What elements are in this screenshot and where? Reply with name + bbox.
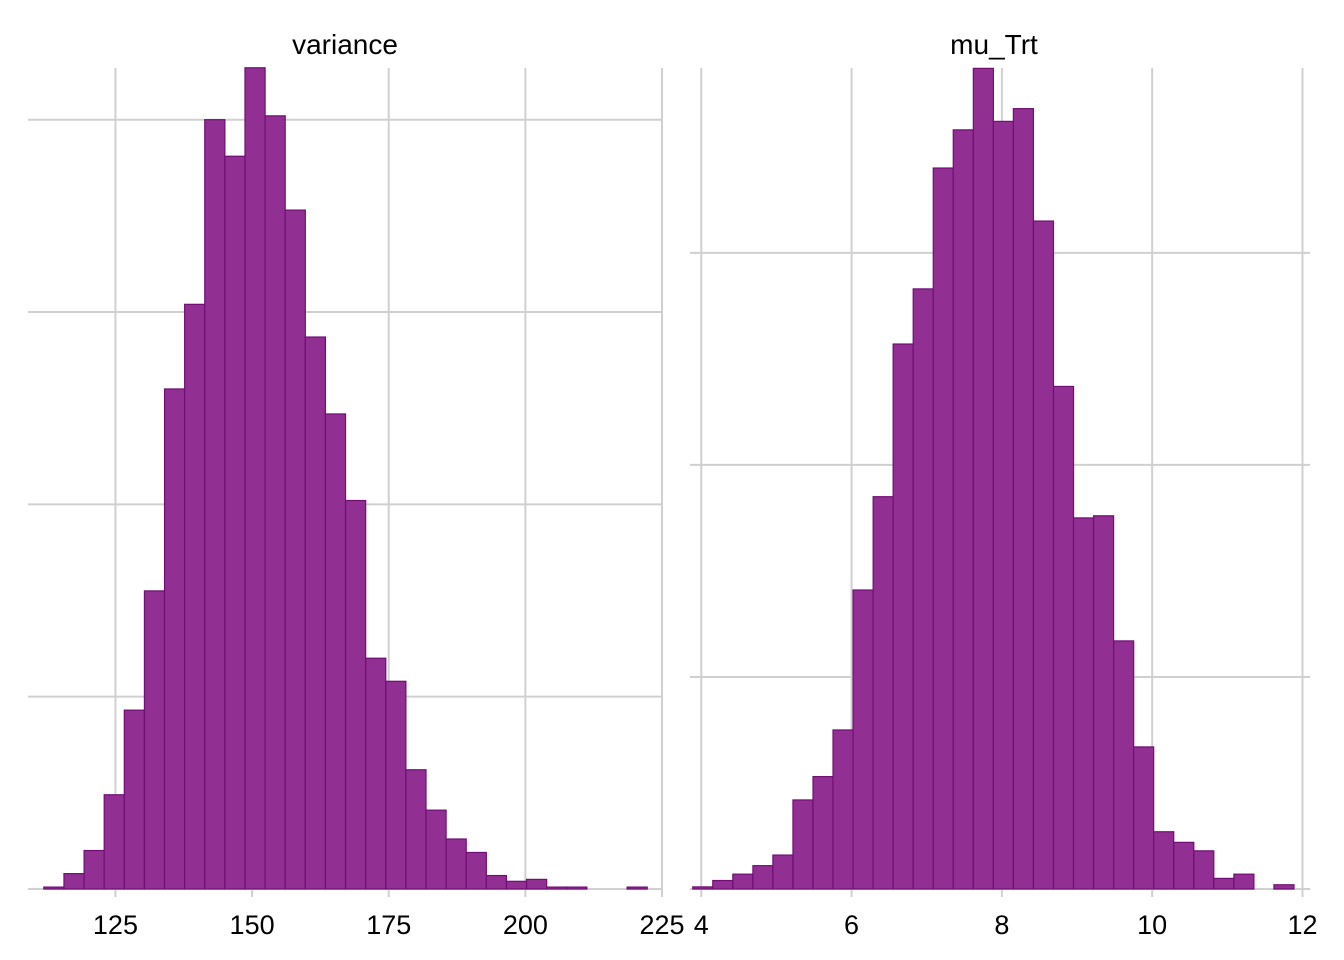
variance-histogram-bar bbox=[425, 809, 447, 890]
mu-trt-histogram-bar bbox=[1213, 877, 1235, 890]
mu-trt-histogram-bar bbox=[972, 67, 994, 890]
mu-trt-histogram-bar bbox=[792, 799, 814, 890]
mu-trt-histogram-bar bbox=[832, 729, 854, 890]
variance-histogram-bar bbox=[63, 873, 85, 890]
variance-histogram-bar bbox=[344, 499, 367, 890]
mu-trt-histogram-bar bbox=[992, 120, 1015, 890]
mu-trt-histogram-bar bbox=[952, 129, 974, 890]
mu-trt-x-tick-label: 12 bbox=[1287, 910, 1317, 940]
mu-trt-histogram-bar bbox=[1273, 884, 1295, 890]
variance-histogram-bar bbox=[43, 886, 65, 890]
variance-histogram-bar bbox=[224, 155, 246, 890]
variance-histogram-bar bbox=[385, 680, 407, 890]
mu-trt-histogram-bar bbox=[852, 589, 874, 890]
variance-x-tick-label: 175 bbox=[366, 910, 411, 940]
mu-trt-histogram-bar bbox=[812, 776, 834, 890]
mu-trt-histogram-bar bbox=[1012, 108, 1035, 890]
variance-histogram-bar bbox=[485, 874, 508, 890]
variance-panel: 125 150 175 200 225 variance bbox=[28, 29, 685, 940]
mu-trt-histogram-bar bbox=[1052, 385, 1075, 890]
variance-histogram-bar bbox=[264, 115, 286, 890]
variance-histogram-bar bbox=[123, 709, 146, 890]
variance-histogram-bar bbox=[284, 209, 306, 890]
mu-trt-histogram-bar bbox=[932, 167, 954, 890]
mu-trt-histogram-bar bbox=[1072, 517, 1095, 890]
mu-trt-histogram-bar bbox=[912, 288, 934, 890]
variance-histogram-bar bbox=[546, 886, 568, 890]
variance-histogram-bar bbox=[505, 880, 528, 890]
variance-histogram-bar bbox=[184, 303, 206, 890]
mu-trt-histogram-bar bbox=[712, 879, 734, 890]
variance-histogram-bar bbox=[405, 769, 427, 890]
mu-trt-histogram-bar bbox=[872, 496, 894, 890]
variance-bars bbox=[43, 67, 648, 890]
variance-x-tick-label: 125 bbox=[93, 910, 138, 940]
variance-histogram-bar bbox=[465, 851, 487, 890]
variance-histogram-bar bbox=[525, 878, 548, 890]
variance-histogram-bar bbox=[163, 388, 186, 890]
mu-trt-histogram-bar bbox=[1153, 831, 1175, 890]
mu-trt-x-tick-label: 10 bbox=[1137, 910, 1167, 940]
variance-histogram-bar bbox=[626, 886, 648, 890]
mu-trt-histogram-bar bbox=[772, 854, 794, 890]
variance-histogram-bar bbox=[143, 590, 166, 890]
mu-trt-x-tick-label: 8 bbox=[994, 910, 1009, 940]
mu-trt-histogram-bar bbox=[1173, 841, 1195, 890]
variance-x-ticks: 125 150 175 200 225 bbox=[93, 910, 685, 940]
mu-trt-histogram-bar bbox=[692, 886, 714, 890]
variance-histogram-bar bbox=[83, 849, 105, 890]
mu-trt-x-ticks: 4 6 8 10 12 bbox=[694, 910, 1318, 940]
variance-histogram-bar bbox=[324, 413, 347, 890]
mu-trt-histogram-bar bbox=[1092, 515, 1115, 890]
variance-histogram-bar bbox=[304, 336, 327, 890]
mu-trt-histogram-bar bbox=[752, 865, 774, 890]
mu-trt-bars bbox=[692, 67, 1295, 890]
variance-histogram-bar bbox=[365, 657, 387, 890]
mu-trt-x-tick-label: 6 bbox=[844, 910, 859, 940]
variance-histogram-bar bbox=[566, 886, 588, 890]
mu-trt-histogram-bar bbox=[892, 343, 914, 890]
variance-histogram-bar bbox=[204, 119, 226, 890]
variance-x-tick-label: 200 bbox=[503, 910, 548, 940]
mu-trt-panel-title: mu_Trt bbox=[950, 29, 1038, 60]
mu-trt-histogram-bar bbox=[732, 873, 754, 890]
variance-histogram-bar bbox=[103, 794, 125, 890]
mu-trt-x-tick-label: 4 bbox=[694, 910, 709, 940]
mu-trt-panel: 4 6 8 10 12 mu_Trt bbox=[690, 29, 1318, 940]
variance-histogram-bar bbox=[445, 838, 467, 890]
variance-x-tick-label: 225 bbox=[639, 910, 684, 940]
variance-x-tick-label: 150 bbox=[230, 910, 275, 940]
variance-panel-title: variance bbox=[292, 29, 398, 60]
mu-trt-histogram-bar bbox=[1233, 873, 1255, 890]
mu-trt-histogram-bar bbox=[1193, 850, 1215, 890]
variance-histogram-bar bbox=[244, 67, 266, 890]
mu-trt-histogram-bar bbox=[1133, 746, 1155, 890]
mu-trt-histogram-bar bbox=[1032, 220, 1055, 890]
mu-trt-histogram-bar bbox=[1113, 640, 1135, 890]
